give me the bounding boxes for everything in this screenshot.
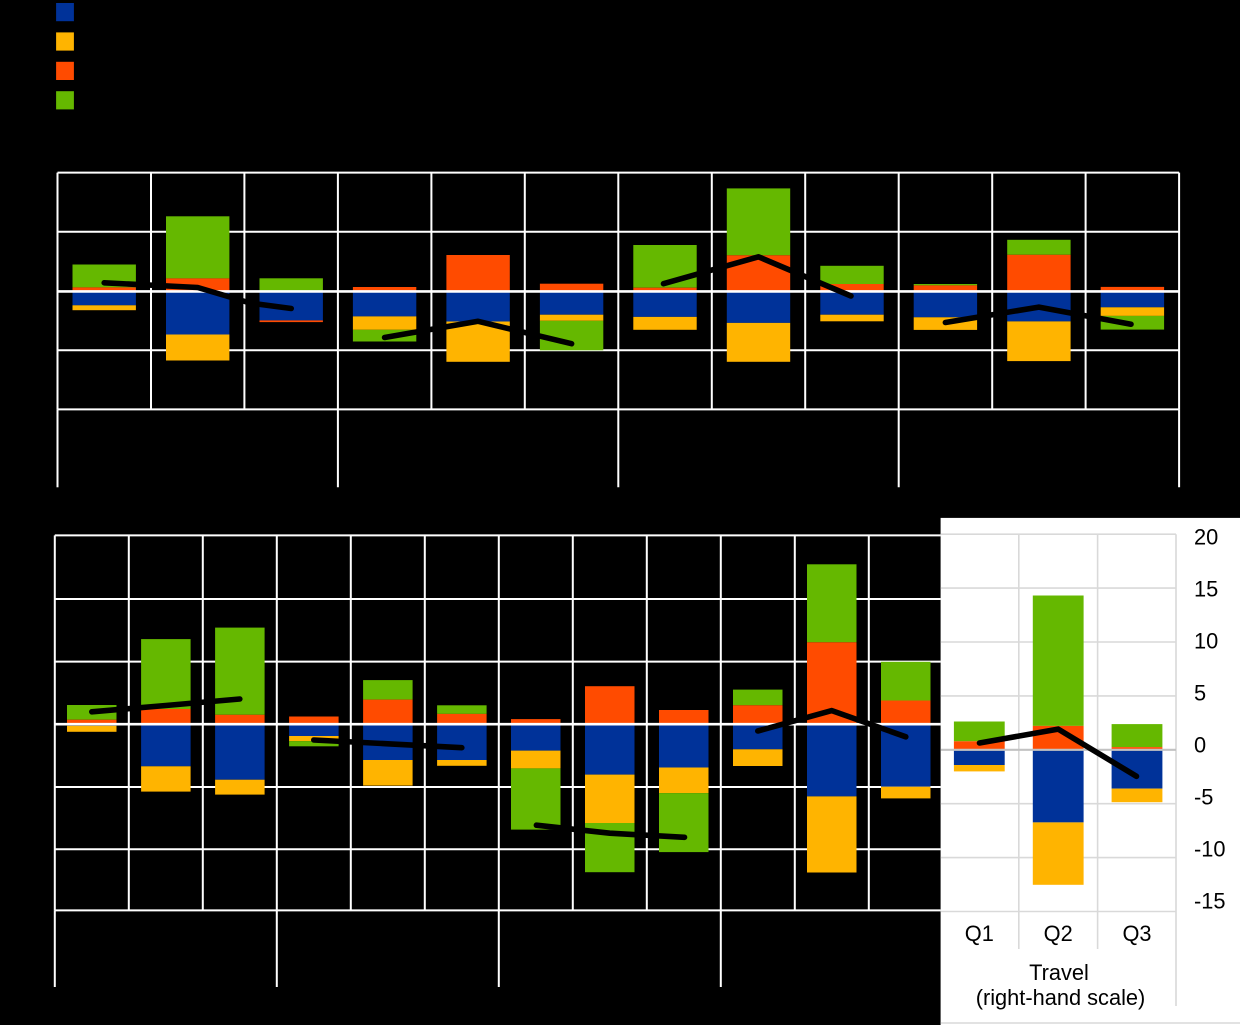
svg-text:Travel: Travel [1029,960,1089,985]
svg-text:5: 5 [1194,680,1206,705]
svg-text:(right-hand scale): (right-hand scale) [976,985,1146,1010]
svg-text:10: 10 [1194,628,1218,653]
svg-text:Q3: Q3 [1122,921,1151,946]
svg-text:Q1: Q1 [965,921,994,946]
svg-text:-10: -10 [1194,836,1226,861]
svg-text:15: 15 [1194,576,1218,601]
svg-text:-5: -5 [1194,784,1213,809]
svg-text:0: 0 [1194,732,1206,757]
svg-text:Q2: Q2 [1044,921,1073,946]
svg-text:-15: -15 [1194,888,1226,913]
svg-text:20: 20 [1194,524,1218,549]
